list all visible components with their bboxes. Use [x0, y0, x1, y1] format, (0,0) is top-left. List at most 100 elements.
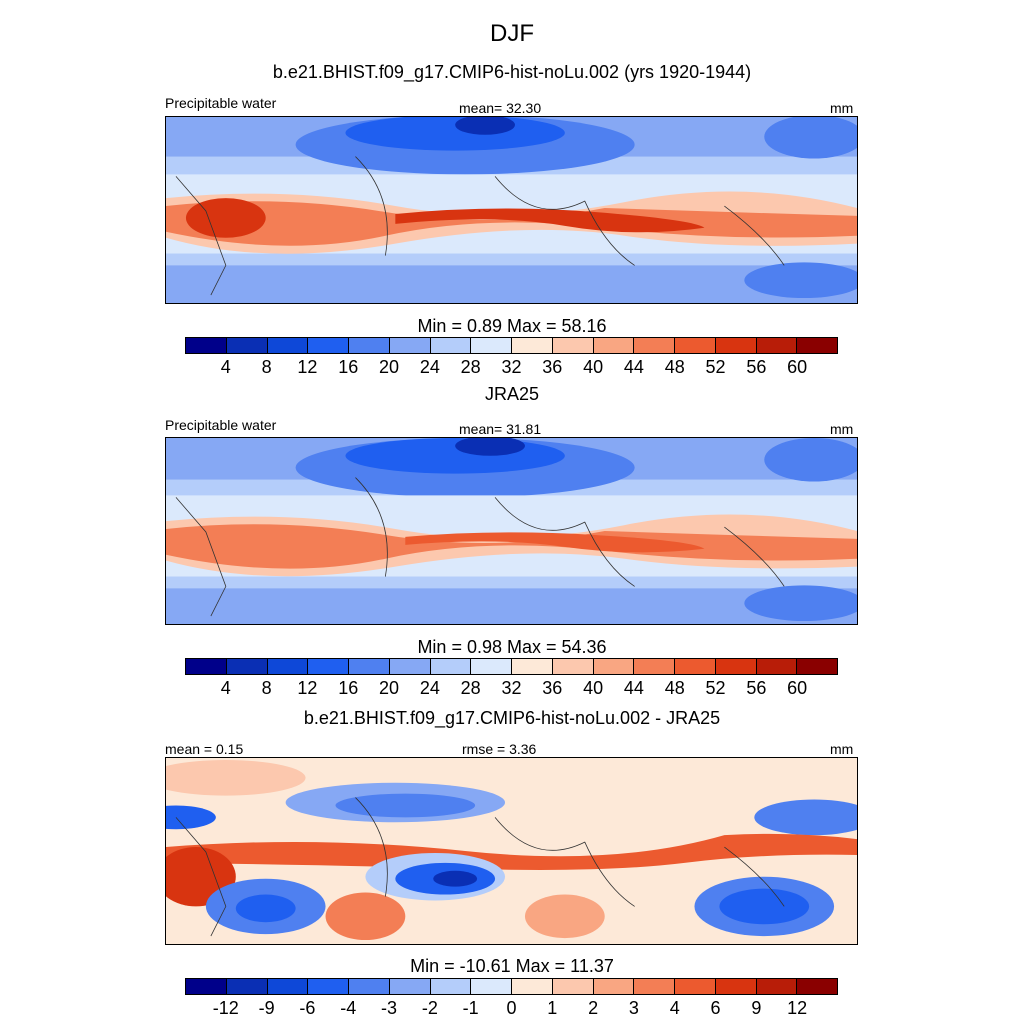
panel-3-map	[165, 757, 858, 945]
colorbar-box	[512, 659, 553, 674]
colorbar-tick-label: 32	[501, 357, 522, 377]
panel-1-colorbar	[185, 337, 838, 354]
colorbar-box	[756, 979, 798, 994]
colorbar-tick-label: 60	[787, 678, 808, 698]
colorbar-box	[226, 979, 268, 994]
panel-3-units-label: mm	[830, 741, 854, 757]
colorbar-box	[593, 979, 635, 994]
colorbar-box	[797, 979, 837, 994]
colorbar-box	[267, 979, 309, 994]
colorbar-tick-label: 16	[338, 678, 359, 698]
panel-1-mean-label: mean= 32.30	[459, 100, 542, 116]
colorbar-box	[186, 338, 227, 353]
panel-3-rmse-label: rmse = 3.36	[462, 741, 537, 757]
panel-1-units-label: mm	[830, 100, 854, 116]
panel-2-units-label: mm	[830, 421, 854, 437]
panel-3-subtitle: b.e21.BHIST.f09_g17.CMIP6-hist-noLu.002 …	[303, 708, 721, 728]
panel-1-left-label: Precipitable water	[165, 95, 277, 111]
colorbar-tick-label: 4	[220, 357, 231, 377]
colorbar-tick-label: 4	[220, 678, 231, 698]
colorbar-tick-label: 12	[787, 998, 808, 1018]
colorbar-tick-label: 12	[297, 678, 318, 698]
colorbar-tick-label: -9	[258, 998, 275, 1018]
colorbar-box	[430, 338, 472, 353]
colorbar-box	[512, 338, 553, 353]
colorbar-box	[186, 979, 227, 994]
colorbar-tick-label: 36	[542, 357, 563, 377]
colorbar-tick-label: 20	[379, 678, 400, 698]
panel-1-map	[165, 116, 858, 304]
panel-2-contour-field	[166, 438, 857, 624]
colorbar-box	[267, 659, 309, 674]
panel-2-map	[165, 437, 858, 625]
colorbar-tick-label: 28	[460, 357, 481, 377]
colorbar-box	[471, 659, 512, 674]
panel-1-colorbar-ticks: 4 8 12 16 20 24 28 32 36 40 44 48 52 56 60	[0, 357, 1024, 379]
panel-1-subtitle: b.e21.BHIST.f09_g17.CMIP6-hist-noLu.002 …	[272, 62, 752, 82]
colorbar-tick-label: -4	[340, 998, 357, 1018]
colorbar-box	[552, 338, 594, 353]
colorbar-tick-label: -2	[421, 998, 438, 1018]
colorbar-box	[389, 659, 431, 674]
colorbar-box	[471, 338, 512, 353]
colorbar-box	[226, 338, 268, 353]
colorbar-box	[389, 338, 431, 353]
panel-3-contour-field	[166, 758, 857, 944]
colorbar-box	[797, 659, 837, 674]
colorbar-box	[634, 979, 675, 994]
colorbar-tick-label: 48	[664, 357, 685, 377]
colorbar-tick-label: 40	[583, 357, 604, 377]
colorbar-tick-label: -1	[462, 998, 479, 1018]
colorbar-box	[797, 338, 837, 353]
colorbar-box	[186, 659, 227, 674]
colorbar-box	[593, 338, 635, 353]
panel-1-contour-field	[166, 117, 857, 303]
colorbar-tick-label: 8	[261, 357, 272, 377]
panel-2-subtitle: JRA25	[484, 384, 540, 404]
colorbar-box	[552, 659, 594, 674]
panel-3-mean-label: mean = 0.15	[165, 741, 244, 757]
colorbar-box	[349, 979, 390, 994]
colorbar-box	[471, 979, 512, 994]
colorbar-tick-label: 6	[710, 998, 721, 1018]
colorbar-box	[389, 979, 431, 994]
colorbar-box	[308, 979, 349, 994]
panel-3-colorbar-ticks: -12 -9 -6 -4 -3 -2 -1 0 1 2 3 4 6 9 12	[0, 998, 1024, 1020]
colorbar-tick-label: 48	[664, 678, 685, 698]
colorbar-tick-label: 40	[583, 678, 604, 698]
panel-2-left-label: Precipitable water	[165, 417, 277, 433]
panel-2-colorbar-ticks: 4 8 12 16 20 24 28 32 36 40 44 48 52 56 60	[0, 678, 1024, 700]
colorbar-tick-label: 52	[705, 357, 726, 377]
colorbar-box	[308, 659, 349, 674]
colorbar-box	[715, 338, 757, 353]
page-title: DJF	[490, 20, 534, 47]
colorbar-tick-label: 3	[628, 998, 639, 1018]
colorbar-tick-label: 12	[297, 357, 318, 377]
colorbar-tick-label: -3	[381, 998, 398, 1018]
colorbar-box	[756, 659, 798, 674]
panel-2-mean-label: mean= 31.81	[459, 421, 542, 437]
colorbar-box	[308, 338, 349, 353]
colorbar-tick-label: 4	[669, 998, 680, 1018]
colorbar-box	[715, 659, 757, 674]
panel-2-colorbar	[185, 658, 838, 675]
colorbar-tick-label: 44	[623, 678, 644, 698]
colorbar-tick-label: 24	[419, 357, 440, 377]
colorbar-tick-label: -6	[299, 998, 316, 1018]
colorbar-tick-label: 20	[379, 357, 400, 377]
colorbar-box	[675, 659, 716, 674]
colorbar-tick-label: 36	[542, 678, 563, 698]
colorbar-box	[430, 979, 472, 994]
colorbar-tick-label: 56	[746, 678, 767, 698]
colorbar-tick-label: 28	[460, 678, 481, 698]
panel-2-min-max: Min = 0.98 Max = 54.36	[417, 637, 607, 657]
colorbar-box	[267, 338, 309, 353]
colorbar-box	[512, 979, 553, 994]
colorbar-tick-label: 8	[261, 678, 272, 698]
colorbar-box	[430, 659, 472, 674]
colorbar-tick-label: 0	[506, 998, 517, 1018]
colorbar-tick-label: 32	[501, 678, 522, 698]
colorbar-box	[715, 979, 757, 994]
colorbar-box	[675, 338, 716, 353]
colorbar-tick-label: 52	[705, 678, 726, 698]
